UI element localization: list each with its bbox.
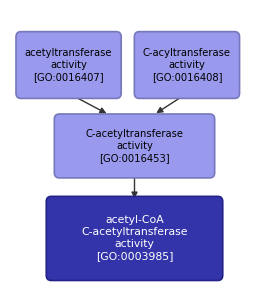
- Text: acetyltransferase
activity
[GO:0016407]: acetyltransferase activity [GO:0016407]: [25, 48, 112, 82]
- Text: C-acetyltransferase
activity
[GO:0016453]: C-acetyltransferase activity [GO:0016453…: [86, 129, 183, 163]
- Text: C-acyltransferase
activity
[GO:0016408]: C-acyltransferase activity [GO:0016408]: [143, 48, 231, 82]
- Text: acetyl-CoA
C-acetyltransferase
activity
[GO:0003985]: acetyl-CoA C-acetyltransferase activity …: [81, 215, 188, 262]
- FancyBboxPatch shape: [16, 32, 121, 98]
- FancyBboxPatch shape: [46, 197, 223, 280]
- FancyBboxPatch shape: [134, 32, 239, 98]
- FancyBboxPatch shape: [54, 114, 215, 178]
